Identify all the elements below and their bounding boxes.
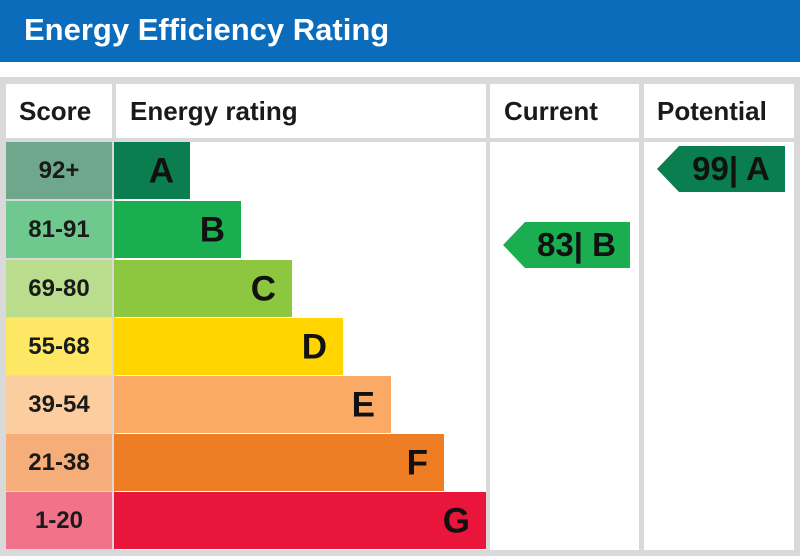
band-letter-c: C — [250, 269, 276, 308]
score-range-c: 69-80 — [6, 260, 112, 317]
score-range-d: 55-68 — [6, 318, 112, 375]
band-d: D — [114, 318, 343, 375]
band-f: F — [114, 434, 444, 491]
score-range-e: 39-54 — [6, 376, 112, 433]
band-c: C — [114, 260, 292, 317]
band-letter-f: F — [406, 443, 428, 482]
potential-header-cell: Potential — [644, 84, 794, 138]
band-g: G — [114, 492, 486, 549]
score-range-a: 92+ — [6, 142, 112, 199]
energy-rating-header: Energy rating — [130, 96, 298, 126]
score-range-b: 81-91 — [6, 201, 112, 258]
potential-rating-label: 99| A — [692, 150, 770, 187]
current-header-cell: Current — [490, 84, 639, 138]
current-header: Current — [504, 96, 598, 126]
potential-header: Potential — [657, 96, 767, 126]
score-range-f: 21-38 — [6, 434, 112, 491]
current-rating-arrow: 83| B — [503, 222, 630, 268]
page-title: Energy Efficiency Rating — [24, 12, 390, 47]
band-b: B — [114, 201, 241, 258]
current-column — [490, 142, 639, 550]
band-letter-e: E — [351, 385, 375, 424]
potential-rating-arrow: 99| A — [657, 146, 785, 192]
score-range-g: 1-20 — [6, 492, 112, 549]
title-bar: Energy Efficiency Rating — [0, 0, 800, 62]
band-letter-b: B — [199, 210, 225, 249]
current-arrow-shape — [503, 222, 630, 268]
band-letter-g: G — [442, 501, 470, 540]
band-a: A — [114, 142, 190, 199]
score-header-cell: Score — [6, 84, 112, 138]
current-rating-label: 83| B — [537, 226, 616, 263]
band-e: E — [114, 376, 391, 433]
score-header: Score — [19, 96, 92, 126]
band-letter-a: A — [148, 151, 174, 190]
potential-arrow-shape — [657, 146, 785, 192]
band-letter-d: D — [301, 327, 327, 366]
energy-rating-header-cell: Energy rating — [116, 84, 486, 138]
potential-column — [644, 142, 794, 550]
